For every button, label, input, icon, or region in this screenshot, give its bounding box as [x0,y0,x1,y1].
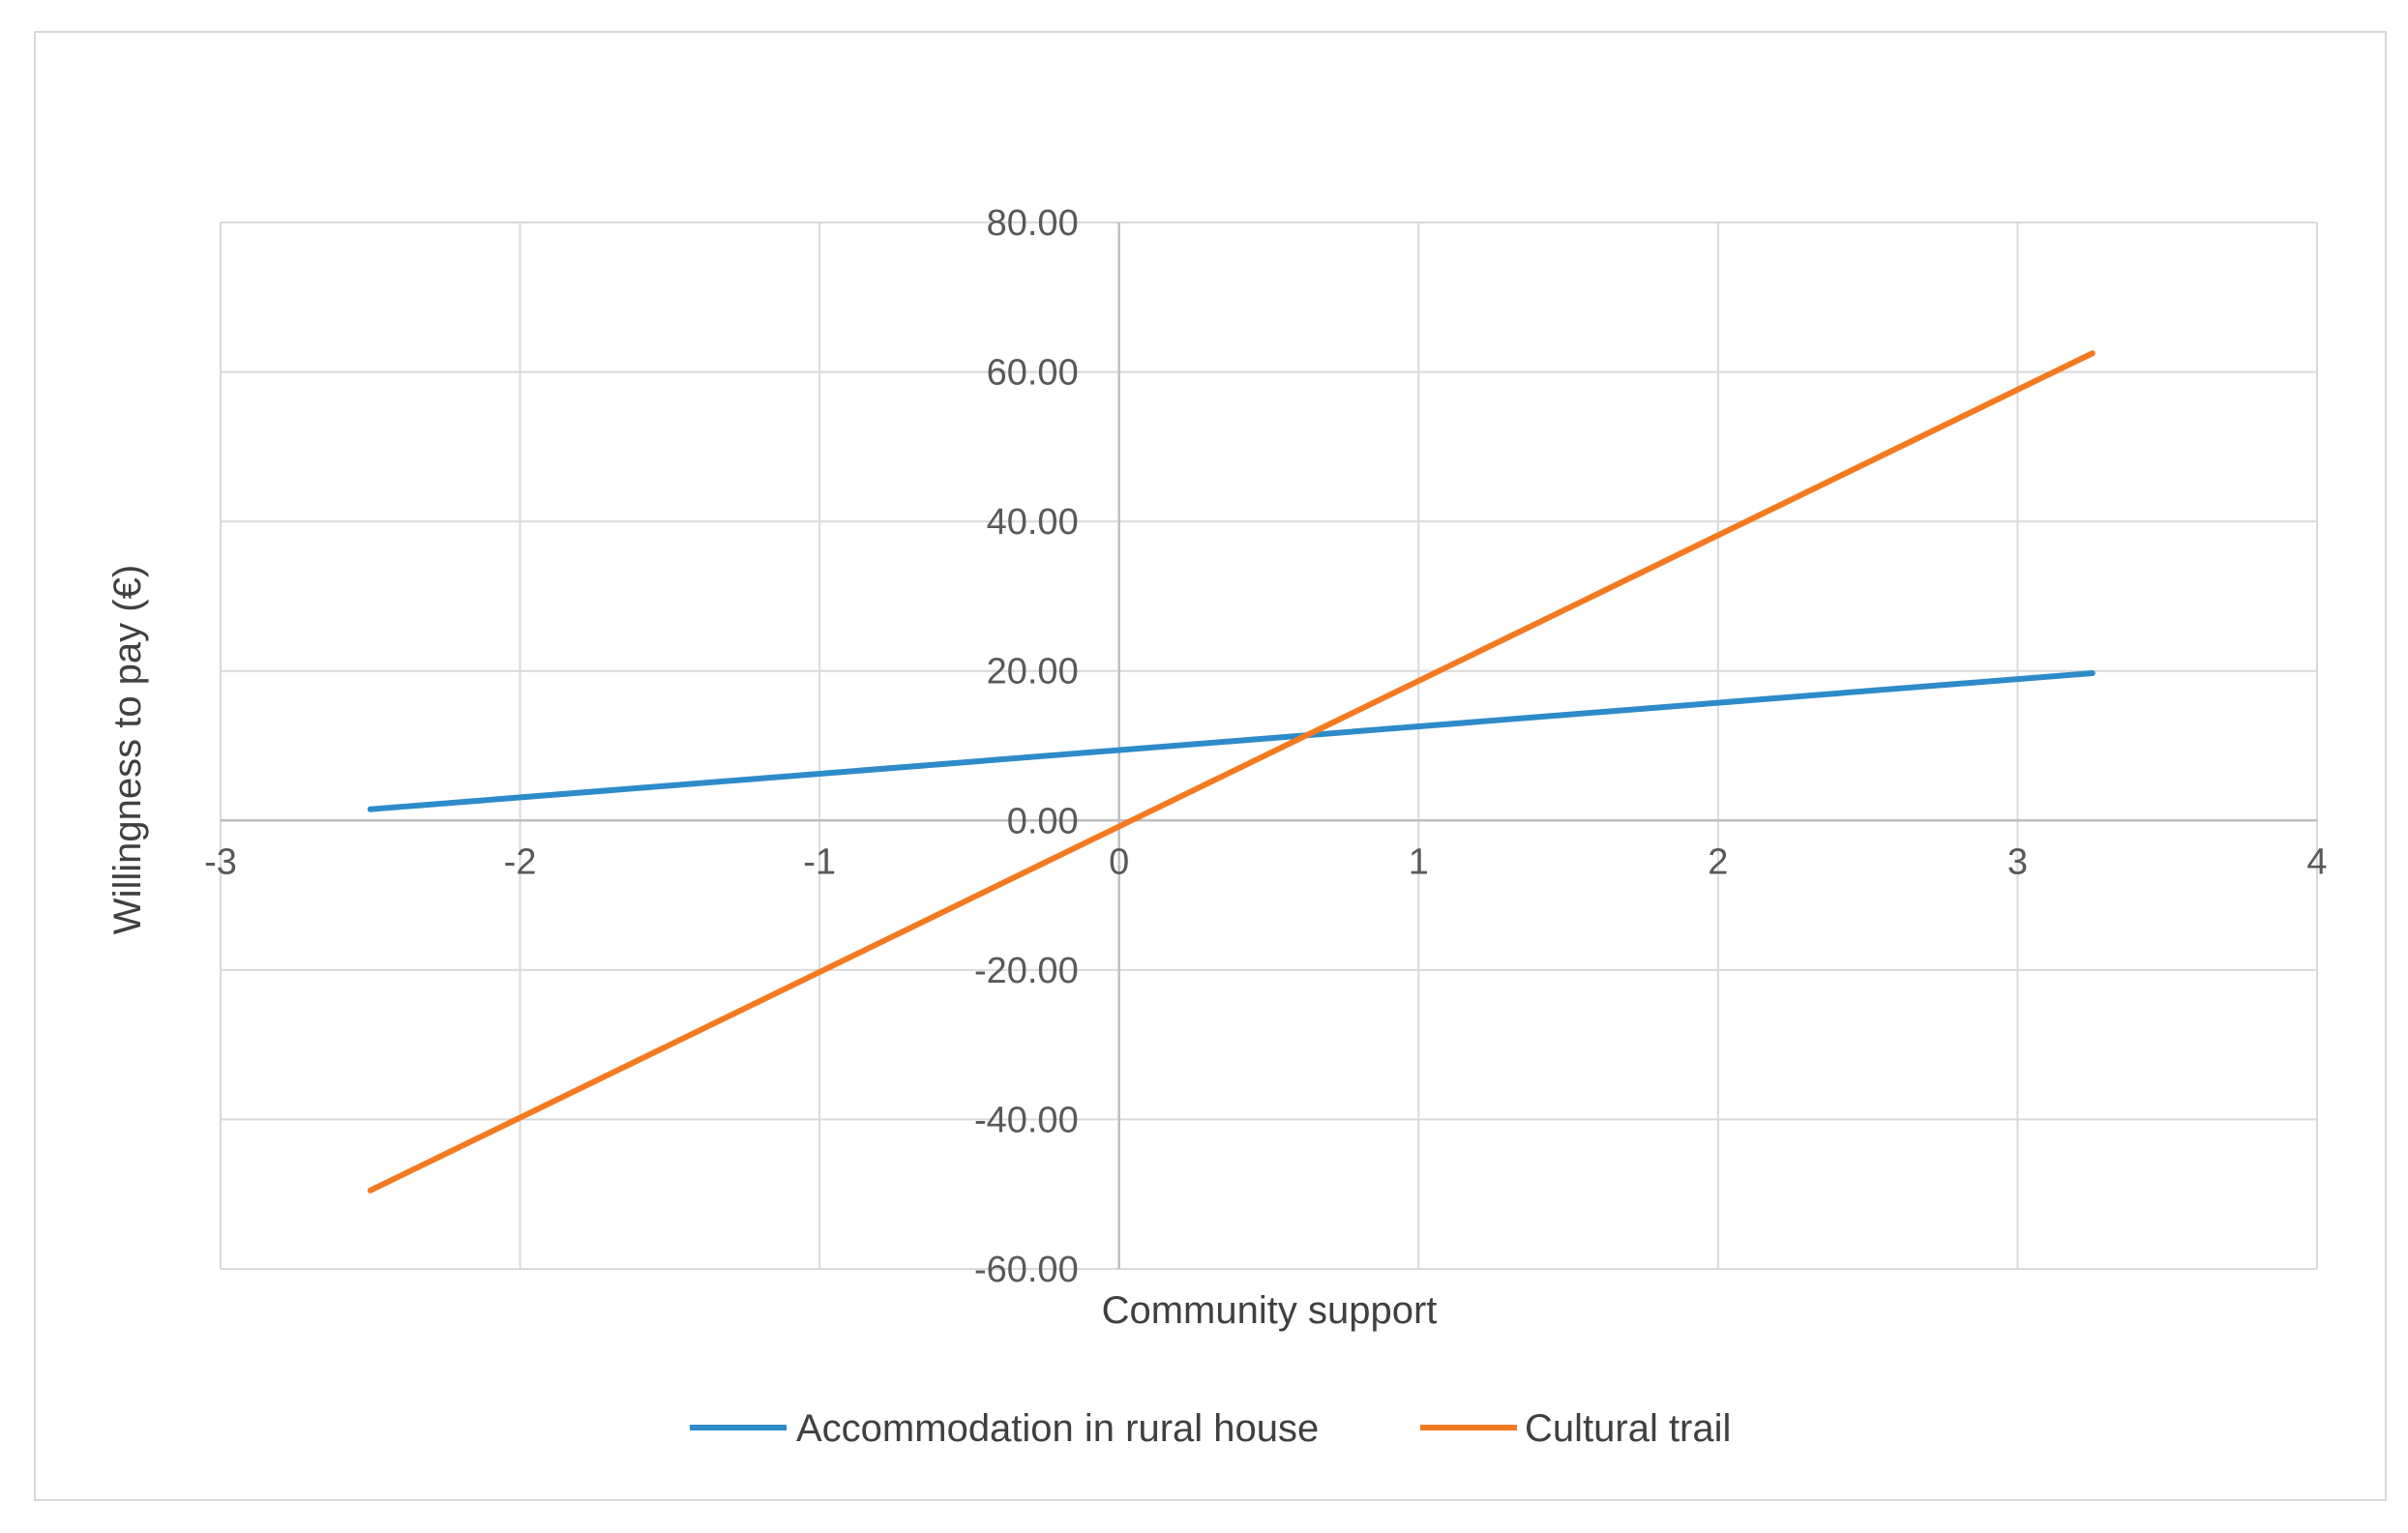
series-layer [367,350,2096,1194]
y-tick-label-3: 20.00 [987,652,1079,693]
y-tick-label-2: 40.00 [987,502,1079,543]
x-tick-label-2: -1 [803,841,836,882]
legend-label-accommodation: Accommodation in rural house [796,1407,1319,1450]
x-tick-label-7: 4 [2306,841,2327,882]
x-tick-label-6: 3 [2007,841,2028,882]
y-tick-label-6: -40.00 [974,1100,1079,1140]
y-tick-label-0: 80.00 [987,203,1079,244]
ticks-layer: -3 -2 -1 0 1 2 3 4 80.00 60.00 40.00 20.00 0.00 -20.0… [204,203,2327,1290]
y-tick-label-1: 60.00 [987,353,1079,394]
x-tick-label-3: 0 [1109,841,1129,882]
y-tick-label-7: -60.00 [974,1250,1079,1290]
x-tick-label-0: -3 [204,841,237,882]
y-axis-title: Willingness to pay (€) [106,565,149,934]
y-tick-label-5: -20.00 [974,951,1079,991]
x-tick-label-1: -2 [504,841,537,882]
chart-frame [34,31,2387,1501]
x-tick-label-5: 2 [1708,841,1728,882]
legend: Accommodation in rural house Cultural tr… [690,1407,1731,1450]
grid-layer [220,221,2318,1270]
y-tick-label-4: 0.00 [1007,801,1079,841]
legend-label-cultural-trail: Cultural trail [1525,1407,1731,1450]
x-tick-label-4: 1 [1409,841,1429,882]
series-line-1 [367,350,2096,1194]
series-line-0 [367,670,2096,812]
axes-layer [221,222,2317,1269]
x-axis-title: Community support [1102,1289,1438,1332]
